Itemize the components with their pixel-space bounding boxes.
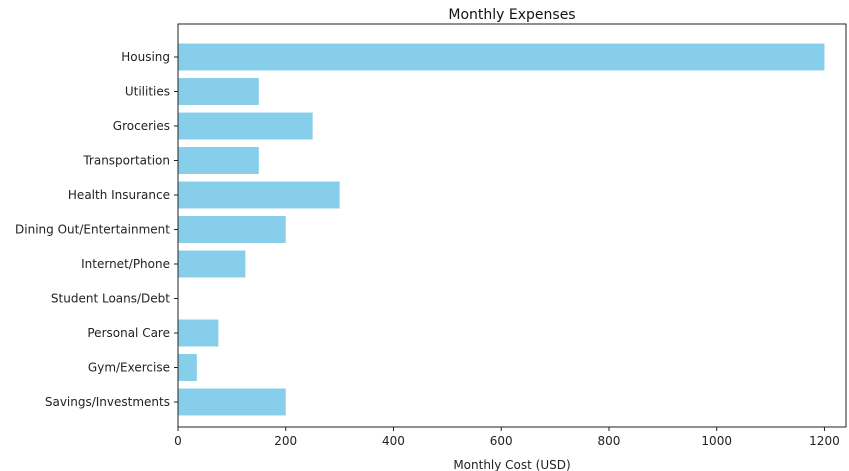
bar-health-insurance <box>178 181 340 209</box>
x-axis-label: Monthly Cost (USD) <box>453 458 570 471</box>
bar-gym-exercise <box>178 354 197 381</box>
bar-internet-phone <box>178 250 246 278</box>
bar-housing <box>178 43 825 71</box>
x-tick-label: 1200 <box>809 434 840 448</box>
x-axis: 0 200 400 600 800 1000 1200 <box>174 427 840 448</box>
chart-title: Monthly Expenses <box>448 7 575 23</box>
bars-group <box>178 43 825 416</box>
y-tick-label: Utilities <box>125 85 170 99</box>
x-tick-label: 600 <box>490 434 513 448</box>
y-tick-label: Transportation <box>82 154 170 168</box>
y-tick-label: Dining Out/Entertainment <box>15 223 170 237</box>
y-tick-label: Gym/Exercise <box>88 361 170 375</box>
bar-utilities <box>178 78 259 105</box>
bar-groceries <box>178 112 313 140</box>
bar-transportation <box>178 147 259 174</box>
y-tick-label: Personal Care <box>87 326 170 340</box>
x-tick-label: 1000 <box>701 434 732 448</box>
x-tick-label: 0 <box>174 434 182 448</box>
y-tick-label: Groceries <box>113 119 170 133</box>
x-tick-label: 800 <box>598 434 621 448</box>
plot-frame <box>177 23 847 428</box>
y-tick-label: Student Loans/Debt <box>51 292 170 306</box>
y-tick-label: Internet/Phone <box>81 257 170 271</box>
bar-savings-investments <box>178 388 286 416</box>
y-tick-label: Health Insurance <box>68 188 170 202</box>
bar-dining-out-entertainment <box>178 216 286 243</box>
y-tick-label: Savings/Investments <box>45 395 170 409</box>
y-axis: Housing Utilities Groceries Transportation H… <box>15 50 178 409</box>
x-tick-label: 200 <box>274 434 297 448</box>
bar-personal-care <box>178 319 219 347</box>
x-tick-label: 400 <box>382 434 405 448</box>
y-tick-label: Housing <box>121 50 170 64</box>
